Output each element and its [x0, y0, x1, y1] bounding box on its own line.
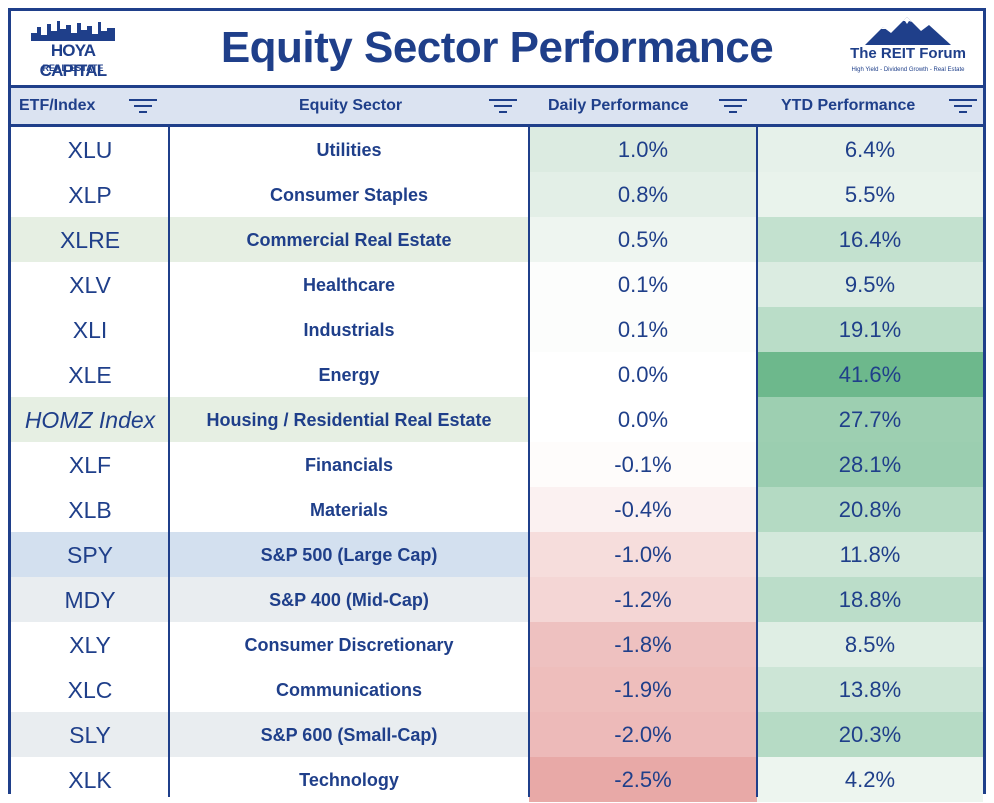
table-row: XLY Consumer Discretionary -1.8% 8.5%: [11, 622, 983, 667]
sector-cell: S&P 400 (Mid-Cap): [169, 577, 529, 622]
sector-cell: Technology: [169, 757, 529, 802]
reit-forum-brand: The REIT Forum: [850, 45, 966, 62]
ytd-performance-cell: 5.5%: [757, 172, 983, 217]
sector-cell: Financials: [169, 442, 529, 487]
etf-cell: XLE: [11, 352, 169, 397]
column-header-row: ETF/Index Equity Sector Daily Performanc…: [11, 88, 983, 127]
column-header-daily[interactable]: Daily Performance: [548, 97, 689, 114]
daily-performance-cell: -0.1%: [529, 442, 757, 487]
ytd-performance-cell: 27.7%: [757, 397, 983, 442]
sector-cell: Commercial Real Estate: [169, 217, 529, 262]
daily-performance-cell: -1.9%: [529, 667, 757, 712]
table-row: XLK Technology -2.5% 4.2%: [11, 757, 983, 802]
daily-performance-cell: -2.5%: [529, 757, 757, 802]
column-header-etf[interactable]: ETF/Index: [19, 97, 96, 114]
daily-performance-cell: -1.2%: [529, 577, 757, 622]
sector-cell: Consumer Discretionary: [169, 622, 529, 667]
ytd-performance-cell: 11.8%: [757, 532, 983, 577]
reit-forum-logo: The REIT Forum High Yield - Dividend Gro…: [843, 15, 973, 81]
daily-performance-cell: -0.4%: [529, 487, 757, 532]
daily-performance-cell: -1.0%: [529, 532, 757, 577]
table-row: SLY S&P 600 (Small-Cap) -2.0% 20.3%: [11, 712, 983, 757]
etf-cell: SLY: [11, 712, 169, 757]
etf-cell: XLI: [11, 307, 169, 352]
filter-icon[interactable]: [949, 99, 977, 115]
ytd-performance-cell: 41.6%: [757, 352, 983, 397]
table-row: XLU Utilities 1.0% 6.4%: [11, 127, 983, 172]
ytd-performance-cell: 19.1%: [757, 307, 983, 352]
sector-cell: Energy: [169, 352, 529, 397]
skyline-icon: [31, 21, 115, 41]
ytd-performance-cell: 4.2%: [757, 757, 983, 802]
etf-cell: MDY: [11, 577, 169, 622]
etf-cell: XLC: [11, 667, 169, 712]
etf-cell: HOMZ Index: [11, 397, 169, 442]
daily-performance-cell: 0.0%: [529, 352, 757, 397]
column-divider: [756, 127, 758, 797]
sector-cell: Consumer Staples: [169, 172, 529, 217]
table-row: XLE Energy 0.0% 41.6%: [11, 352, 983, 397]
etf-cell: XLRE: [11, 217, 169, 262]
table-row: XLI Industrials 0.1% 19.1%: [11, 307, 983, 352]
etf-cell: XLY: [11, 622, 169, 667]
sector-cell: Housing / Residential Real Estate: [169, 397, 529, 442]
column-divider: [168, 127, 170, 797]
etf-cell: XLB: [11, 487, 169, 532]
daily-performance-cell: 0.1%: [529, 262, 757, 307]
hoya-brand: HOYA CAPITAL: [39, 41, 108, 80]
table-row: XLRE Commercial Real Estate 0.5% 16.4%: [11, 217, 983, 262]
sector-cell: Materials: [169, 487, 529, 532]
filter-icon[interactable]: [719, 99, 747, 115]
daily-performance-cell: -2.0%: [529, 712, 757, 757]
daily-performance-cell: 0.1%: [529, 307, 757, 352]
ytd-performance-cell: 28.1%: [757, 442, 983, 487]
daily-performance-cell: 0.8%: [529, 172, 757, 217]
sector-cell: S&P 600 (Small-Cap): [169, 712, 529, 757]
column-divider: [528, 127, 530, 797]
mountain-icon: [865, 17, 951, 45]
filter-icon[interactable]: [489, 99, 517, 115]
etf-cell: XLU: [11, 127, 169, 172]
daily-performance-cell: 1.0%: [529, 127, 757, 172]
ytd-performance-cell: 9.5%: [757, 262, 983, 307]
hoya-capital-logo: HOYA CAPITAL REAL ESTATE: [25, 17, 121, 80]
ytd-performance-cell: 20.3%: [757, 712, 983, 757]
daily-performance-cell: 0.0%: [529, 397, 757, 442]
ytd-performance-cell: 13.8%: [757, 667, 983, 712]
column-header-sector[interactable]: Equity Sector: [299, 97, 403, 114]
sector-cell: Utilities: [169, 127, 529, 172]
sector-cell: Industrials: [169, 307, 529, 352]
etf-cell: XLV: [11, 262, 169, 307]
table-header: HOYA CAPITAL REAL ESTATE Equity Sector P…: [11, 11, 983, 88]
sector-cell: Healthcare: [169, 262, 529, 307]
table-frame: HOYA CAPITAL REAL ESTATE Equity Sector P…: [8, 8, 986, 802]
etf-cell: XLF: [11, 442, 169, 487]
ytd-performance-cell: 16.4%: [757, 217, 983, 262]
table-row: XLF Financials -0.1% 28.1%: [11, 442, 983, 487]
sector-cell: Communications: [169, 667, 529, 712]
etf-cell: XLP: [11, 172, 169, 217]
page-title: Equity Sector Performance: [220, 23, 774, 72]
column-header-ytd[interactable]: YTD Performance: [781, 97, 916, 114]
table-row: SPY S&P 500 (Large Cap) -1.0% 11.8%: [11, 532, 983, 577]
filter-icon[interactable]: [129, 99, 157, 115]
sector-cell: S&P 500 (Large Cap): [169, 532, 529, 577]
table-row: XLP Consumer Staples 0.8% 5.5%: [11, 172, 983, 217]
etf-cell: SPY: [11, 532, 169, 577]
daily-performance-cell: -1.8%: [529, 622, 757, 667]
table-row: MDY S&P 400 (Mid-Cap) -1.2% 18.8%: [11, 577, 983, 622]
ytd-performance-cell: 6.4%: [757, 127, 983, 172]
table-row: XLV Healthcare 0.1% 9.5%: [11, 262, 983, 307]
daily-performance-cell: 0.5%: [529, 217, 757, 262]
table-row: XLB Materials -0.4% 20.8%: [11, 487, 983, 532]
hoya-brand-sub: REAL ESTATE: [42, 63, 104, 73]
ytd-performance-cell: 8.5%: [757, 622, 983, 667]
table-row: XLC Communications -1.9% 13.8%: [11, 667, 983, 712]
reit-forum-tagline: High Yield - Dividend Growth - Real Esta…: [851, 67, 965, 73]
ytd-performance-cell: 18.8%: [757, 577, 983, 622]
etf-cell: XLK: [11, 757, 169, 802]
ytd-performance-cell: 20.8%: [757, 487, 983, 532]
table-row: HOMZ Index Housing / Residential Real Est…: [11, 397, 983, 442]
